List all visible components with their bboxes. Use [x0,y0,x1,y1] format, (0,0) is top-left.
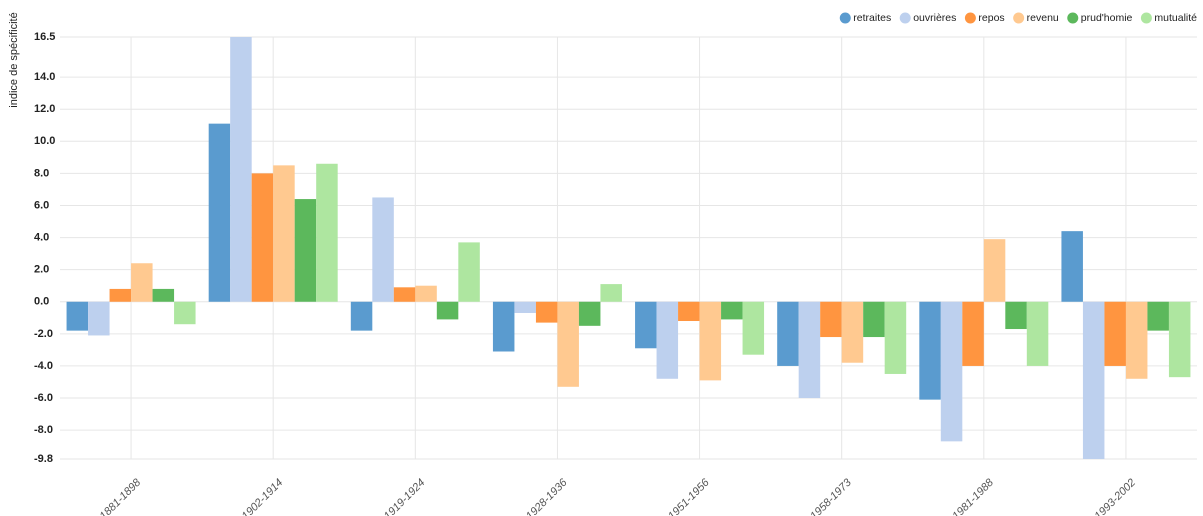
legend-swatch [1067,12,1079,24]
legend-swatch [899,12,911,24]
bar [820,301,842,338]
bar [721,301,743,320]
y-tick-label: -6.0 [34,392,53,404]
legend-label: revenu [1027,12,1059,24]
x-tick-label: 1881-1898 [98,476,144,516]
x-tick-label: 1958-1973 [808,476,854,516]
bar [798,301,821,399]
bar [1026,301,1049,366]
y-tick-label: -9.8 [34,453,53,465]
y-tick-label: 4.0 [34,231,49,243]
bar [962,301,984,366]
bar [251,173,274,302]
bar [88,301,110,336]
x-tick-label: 1993-2002 [1092,477,1138,516]
legend-label: repos [978,12,1004,24]
legend-swatch [1013,12,1025,24]
bar [535,301,558,323]
bar [919,301,941,400]
bar [230,37,252,302]
y-tick-label: 0.0 [34,296,49,308]
bar [131,263,153,302]
y-tick-label: -4.0 [34,360,53,372]
legend-label: ouvrières [913,12,956,24]
bar [600,284,622,302]
bar [350,301,373,331]
bar [1125,301,1148,379]
bar [742,301,765,355]
legend-swatch [839,12,851,24]
y-tick-label: 6.0 [34,199,49,211]
bar [1104,301,1126,366]
legend-label: mutualité [1154,12,1197,24]
x-tick-label: 1981-1988 [950,476,996,516]
bar [492,301,515,352]
bar [678,301,700,322]
y-tick-label: 2.0 [34,264,49,276]
bar [458,242,480,302]
legend-swatch [1140,12,1152,24]
bar [983,239,1006,302]
legend-swatch [964,12,976,24]
bar [372,197,394,302]
bar [841,301,864,363]
legend-label: prud'homie [1081,12,1133,24]
bar [1061,231,1083,302]
bar [863,301,885,338]
bar [174,301,196,325]
bar [109,288,132,302]
bar [1168,301,1191,378]
bar [294,199,317,302]
bar [578,301,601,326]
bar [393,287,416,302]
x-tick-label: 1902-1914 [240,477,286,516]
bar [635,301,657,349]
bar [557,301,579,387]
bar [152,288,175,302]
bar [1147,301,1169,331]
bar [884,301,907,374]
y-tick-label: 10.0 [34,135,55,147]
bar [436,301,459,320]
bar [514,301,536,313]
y-tick-label: 16.5 [34,31,55,43]
bar [66,301,89,331]
y-tick-label: 12.0 [34,103,55,115]
bar [316,163,338,302]
y-tick-label: -8.0 [34,424,53,436]
x-tick-label: 1951-1956 [666,476,712,516]
bar [273,165,295,302]
x-tick-label: 1928-1936 [524,476,570,516]
y-tick-label: 14.0 [34,71,55,83]
x-tick-label: 1919-1924 [382,477,428,516]
y-axis-title: indice de spécificité [8,12,20,107]
y-tick-label: 8.0 [34,167,49,179]
legend-label: retraites [853,12,891,24]
bar [940,301,963,442]
bar [777,301,799,366]
bar [656,301,679,379]
bar [208,123,231,302]
bar [415,285,437,302]
bar [1005,301,1027,330]
y-tick-label: -2.0 [34,328,53,340]
bar [699,301,722,381]
bar [1082,301,1105,459]
